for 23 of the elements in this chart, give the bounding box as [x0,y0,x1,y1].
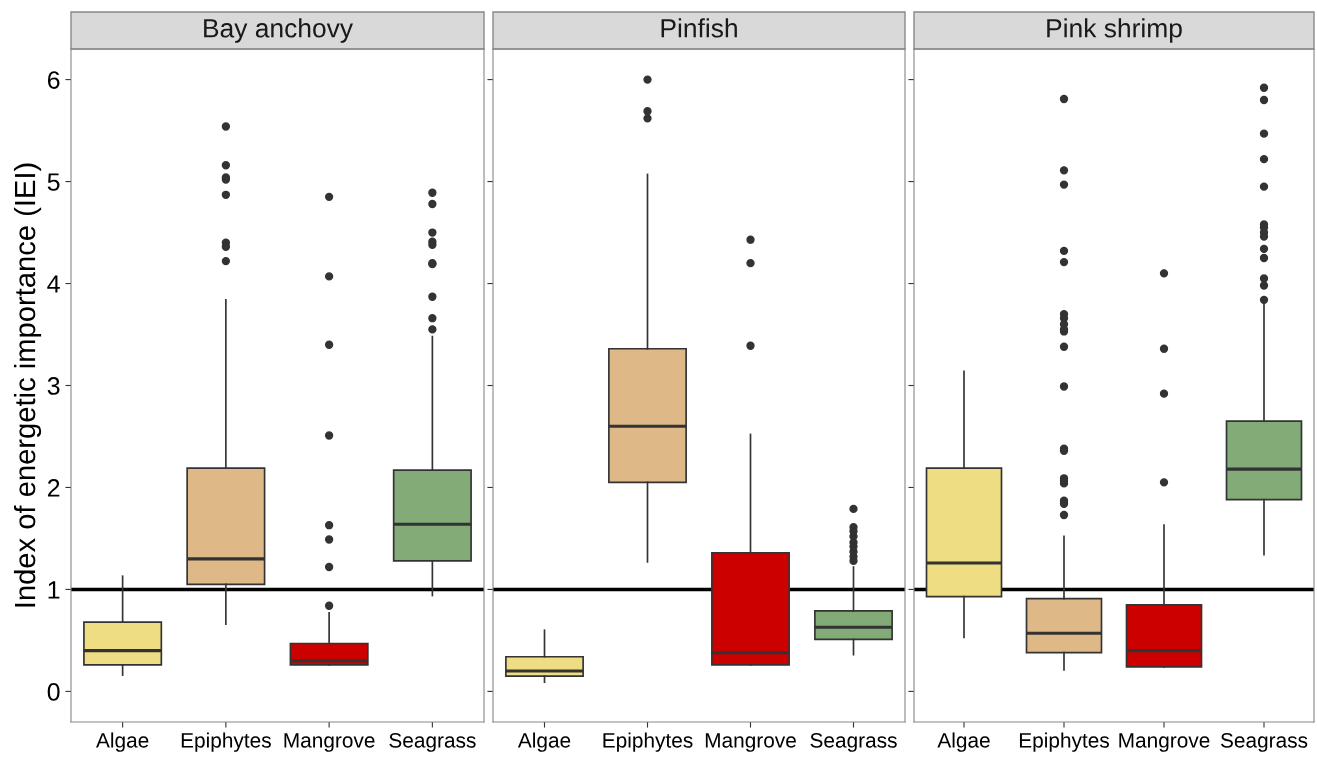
x-tick-label: Algae [96,732,149,752]
x-tick-label: Algae [937,732,990,752]
chart-title: Bay anchovy [204,18,353,43]
x-tick-label: Algae [517,732,571,752]
chart-title: Pink shrimp [1047,18,1182,43]
x-tick-label: Epiphytes [603,732,693,752]
x-tick-label: Epiphytes [1019,732,1109,752]
y-tick-label: 6 [47,71,60,89]
y-tick-label: 0 [47,683,60,701]
x-tick-label: Epiphytes [181,732,271,752]
x-tick-label: Mangrove [284,733,375,752]
chart-title: Pinfish [661,18,737,38]
y-tick-label: 4 [47,275,60,293]
x-tick-label: Mangrove [705,733,796,752]
x-tick-label: Mangrove [1119,733,1210,752]
x-tick-label: Seagrass [810,732,897,752]
y-tick-label: 3 [47,377,60,395]
y-axis-title: Index of energetic importance (IEI) [13,163,42,607]
x-tick-label: Seagrass [389,732,476,752]
y-tick-label: 1 [48,581,60,599]
y-tick-label: 5 [47,173,60,191]
x-tick-label: Seagrass [1220,732,1308,752]
y-tick-label: 2 [47,479,60,497]
